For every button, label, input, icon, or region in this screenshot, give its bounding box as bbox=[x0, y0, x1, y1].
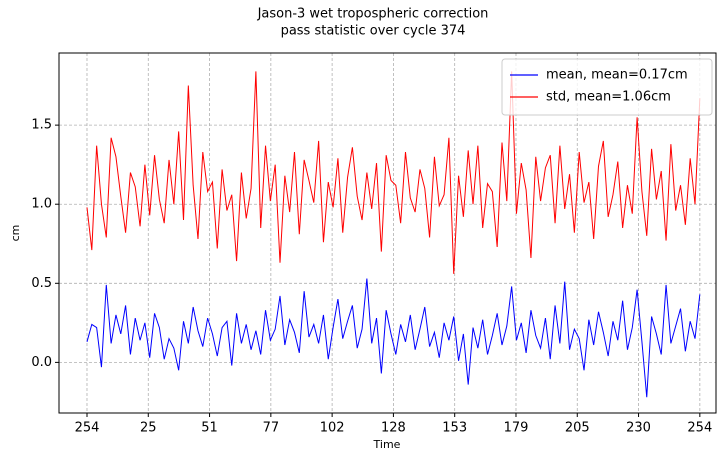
legend-label: std, mean=1.06cm bbox=[546, 90, 671, 105]
x-axis-label: Time bbox=[373, 438, 401, 451]
y-tick-label: 1.0 bbox=[31, 197, 52, 212]
chart-title: Jason-3 wet tropospheric correction bbox=[257, 7, 489, 22]
x-tick-label: 179 bbox=[504, 421, 529, 436]
x-tick-label: 102 bbox=[320, 421, 345, 436]
plot-frame bbox=[58, 52, 717, 414]
y-tick-label: 0.0 bbox=[31, 355, 52, 370]
y-axis-label: cm bbox=[9, 225, 22, 242]
x-tick-label: 205 bbox=[565, 421, 590, 436]
x-tick-label: 51 bbox=[201, 421, 218, 436]
y-tick-label: 1.5 bbox=[31, 118, 52, 133]
y-tick-label: 0.5 bbox=[31, 276, 52, 291]
data-line bbox=[86, 71, 701, 274]
x-tick-label: 153 bbox=[442, 421, 467, 436]
legend-box bbox=[501, 58, 713, 116]
legend-label: mean, mean=0.17cm bbox=[546, 68, 688, 83]
x-tick-label: 230 bbox=[626, 421, 651, 436]
chart-subtitle: pass statistic over cycle 374 bbox=[281, 24, 466, 39]
x-tick-label: 254 bbox=[687, 421, 712, 436]
x-tick-label: 25 bbox=[140, 421, 157, 436]
x-tick-label: 77 bbox=[263, 421, 280, 436]
data-line bbox=[86, 278, 701, 398]
x-tick-label: 128 bbox=[381, 421, 406, 436]
x-tick-label: 254 bbox=[75, 421, 100, 436]
